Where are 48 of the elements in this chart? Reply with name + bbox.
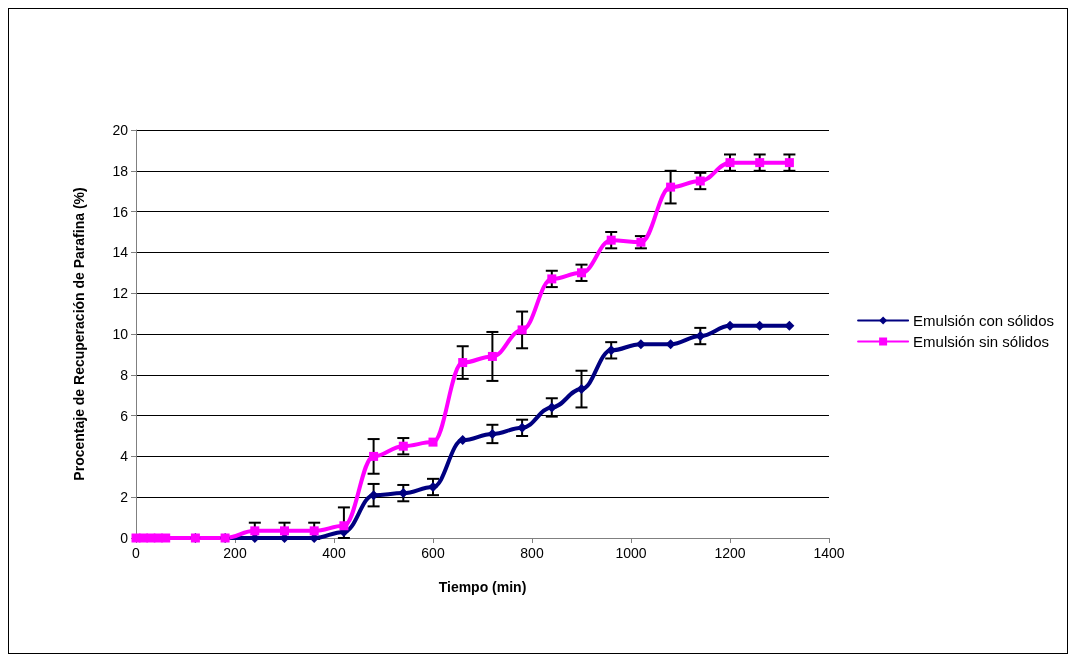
y-axis-title: Procentaje de Recuperación de Parafina (%) — [71, 187, 87, 481]
point — [725, 320, 735, 331]
legend-label: Emulsión sin sólidos — [913, 333, 1049, 350]
y-tick-label: 4 — [120, 448, 129, 465]
y-tick-label: 8 — [120, 366, 129, 383]
x-tick-label: 1400 — [813, 545, 845, 561]
x-tick-label: 1200 — [714, 545, 746, 561]
y-tick-label: 18 — [112, 162, 129, 179]
y-tick-label: 2 — [120, 489, 129, 506]
point — [339, 521, 349, 531]
point — [546, 402, 557, 413]
x-tick-label: 400 — [322, 545, 346, 561]
legend-label: Emulsión con sólidos — [913, 312, 1054, 329]
x-axis-title: Tiempo (min) — [438, 579, 527, 595]
point — [725, 158, 735, 168]
y-tick-label: 14 — [112, 244, 129, 261]
point — [161, 533, 171, 543]
point — [577, 268, 586, 278]
point — [695, 331, 706, 342]
y-tick-label: 12 — [112, 285, 129, 302]
x-tick-label: 800 — [520, 545, 544, 561]
point — [517, 325, 527, 335]
point — [576, 384, 587, 395]
point — [398, 441, 408, 451]
y-tick-label: 10 — [112, 326, 129, 342]
y-tick-label: 6 — [120, 407, 129, 424]
point — [428, 482, 438, 492]
point — [487, 428, 498, 439]
point — [369, 451, 379, 461]
y-tick-label: 16 — [112, 203, 129, 220]
x-tick-label: 200 — [223, 545, 247, 561]
point — [755, 158, 765, 168]
point — [547, 274, 557, 284]
x-tick-label: 600 — [421, 545, 445, 561]
y-tick-label: 20 — [112, 122, 129, 138]
point — [606, 235, 616, 245]
y-tick-label: 0 — [120, 530, 129, 546]
point — [784, 158, 794, 168]
x-tick-label: 1000 — [615, 545, 647, 561]
point — [695, 176, 705, 186]
point — [487, 351, 497, 361]
x-tick-label: 0 — [132, 545, 141, 561]
point — [280, 526, 289, 536]
point — [250, 526, 260, 536]
point — [428, 437, 438, 447]
point — [458, 358, 468, 368]
point — [666, 182, 676, 192]
point — [309, 526, 319, 536]
